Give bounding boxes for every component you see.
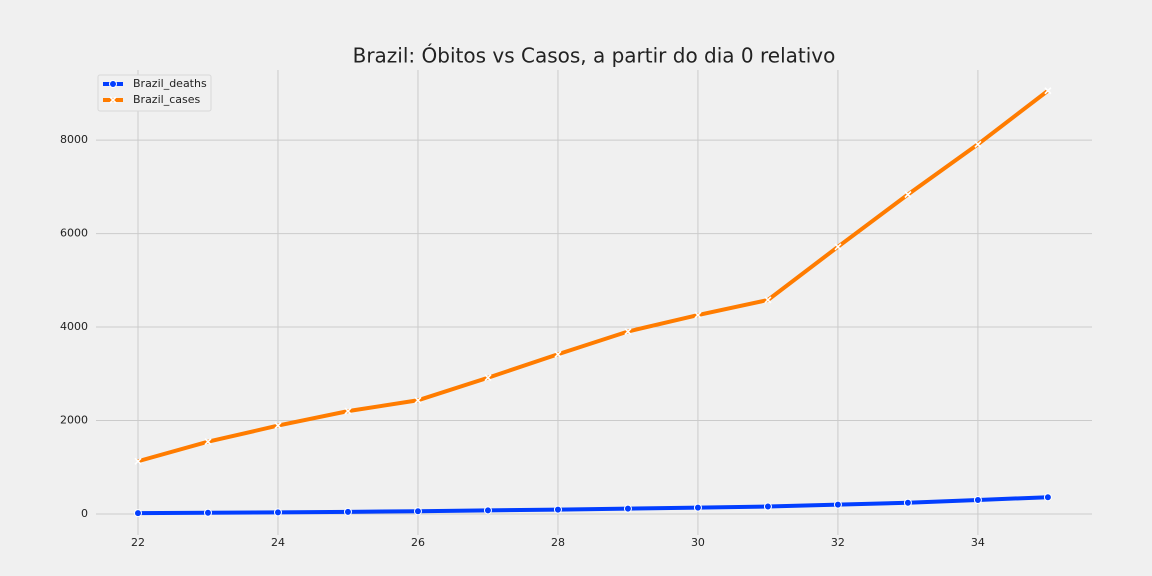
series-line [137,89,1050,464]
point-marker [1044,87,1052,95]
point-marker [413,507,422,516]
y-tick-label: 2000 [60,414,88,427]
point-marker [554,350,562,358]
legend-label: Brazil_deaths [133,77,207,90]
chart-title: Brazil: Óbitos vs Casos, a partir do dia… [353,44,836,68]
point-marker [483,506,492,515]
point-marker [833,500,842,509]
y-tick-label: 8000 [60,133,88,146]
point-marker [273,508,282,517]
point-marker [134,457,142,465]
point-marker [274,422,282,430]
legend-marker [109,96,117,104]
point-marker [834,243,842,251]
y-tick-label: 6000 [60,227,88,240]
x-tick-label: 30 [691,536,705,549]
series-line [137,495,1048,516]
point-marker [974,140,982,148]
point-marker [1043,493,1052,502]
x-tick-label: 26 [411,536,425,549]
x-tick-label: 24 [271,536,285,549]
point-marker [484,374,492,382]
x-tick-label: 34 [971,536,985,549]
point-marker [343,507,352,516]
x-tick-label: 22 [131,536,145,549]
point-marker [973,495,982,504]
point-marker [764,296,772,304]
point-marker [204,438,212,446]
legend-box [97,74,212,112]
point-marker [133,509,142,518]
point-marker [763,502,772,511]
point-marker [344,407,352,415]
point-marker [694,311,702,319]
x-tick-label: 32 [831,536,845,549]
point-marker [624,327,632,336]
point-marker [553,505,562,514]
point-marker [693,503,702,512]
point-marker [904,190,912,199]
y-tick-label: 0 [81,507,88,520]
point-marker [903,498,912,507]
x-tick-label: 28 [551,536,565,549]
point-marker [203,508,212,517]
legend-marker [109,80,117,88]
legend-label: Brazil_cases [133,93,200,106]
y-tick-label: 4000 [60,320,88,333]
point-marker [623,504,632,513]
point-marker [414,396,422,404]
